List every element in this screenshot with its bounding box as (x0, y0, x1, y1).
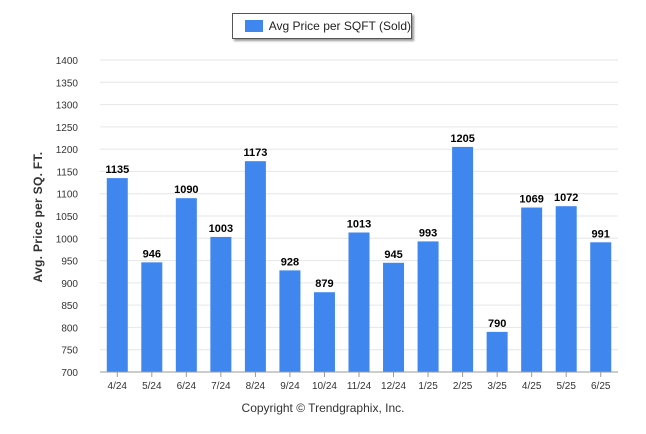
value-label: 1003 (209, 223, 233, 235)
bar (383, 262, 405, 372)
x-tick-label: 5/25 (556, 381, 576, 392)
y-tick-label: 800 (61, 323, 78, 334)
bar (590, 242, 612, 372)
copyright-footer: Copyright © Trendgraphix, Inc. (241, 401, 405, 415)
y-tick-label: 1000 (56, 234, 79, 245)
bar (521, 207, 543, 372)
x-tick-label: 3/25 (487, 381, 507, 392)
bar (417, 241, 439, 372)
y-tick-label: 1350 (56, 78, 79, 89)
y-tick-label: 1200 (56, 145, 79, 156)
value-label: 1013 (347, 218, 371, 230)
x-tick-label: 7/24 (211, 381, 231, 392)
bar (313, 292, 335, 372)
y-axis-ticks: 700 750 800 850 900 950 1000 1050 1100 1150 1200 12… (56, 56, 79, 379)
y-tick-label: 700 (61, 368, 78, 379)
value-label: 1173 (243, 147, 267, 159)
value-label: 879 (315, 278, 333, 290)
y-tick-label: 750 (61, 346, 78, 357)
x-tick-label: 6/24 (177, 381, 197, 392)
x-tick-label: 2/25 (453, 381, 473, 392)
value-label: 1072 (554, 192, 578, 204)
value-labels: 1135 946 1090 1003 1173 928 879 1013 945 993 1205 7… (105, 133, 610, 330)
bar (141, 262, 163, 372)
y-tick-label: 850 (61, 301, 78, 312)
value-label: 1090 (174, 184, 198, 196)
y-tick-label: 1100 (56, 190, 78, 201)
x-tick-label: 8/24 (246, 381, 266, 392)
legend: Avg Price per SQFT (Sold) (232, 13, 412, 39)
x-tick-label: 4/25 (522, 381, 542, 392)
value-label: 1069 (519, 194, 543, 206)
value-label: 991 (592, 228, 610, 240)
value-label: 1135 (105, 164, 129, 176)
bar (452, 146, 474, 372)
bars (106, 146, 612, 372)
value-label: 790 (488, 318, 506, 330)
x-tick-label: 4/24 (108, 381, 128, 392)
value-label: 993 (419, 227, 437, 239)
bar (348, 232, 370, 372)
value-label: 1205 (450, 133, 474, 145)
bar (106, 178, 128, 372)
y-tick-label: 1150 (56, 167, 78, 178)
y-tick-label: 1250 (56, 123, 79, 134)
x-tick-label: 1/25 (418, 381, 438, 392)
x-tick-label: 5/24 (142, 381, 162, 392)
legend-label: Avg Price per SQFT (Sold) (268, 19, 411, 33)
y-tick-label: 1300 (56, 101, 79, 112)
x-tick-label: 12/24 (381, 381, 406, 392)
bar (279, 270, 301, 372)
x-tick-label: 10/24 (312, 381, 337, 392)
bar (555, 206, 577, 372)
value-label: 928 (281, 256, 299, 268)
x-tick-label: 9/24 (280, 381, 300, 392)
value-label: 945 (384, 249, 402, 261)
x-tick-label: 6/25 (591, 381, 611, 392)
y-tick-label: 1050 (56, 212, 79, 223)
legend-swatch (245, 20, 263, 32)
y-tick-label: 1400 (56, 56, 79, 67)
y-tick-label: 900 (61, 279, 78, 290)
value-label: 946 (143, 248, 161, 260)
x-axis-ticks: 4/24 5/24 6/24 7/24 8/24 9/24 10/24 11/24 12/24 1… (108, 372, 611, 392)
bar (486, 331, 508, 372)
bar (244, 161, 266, 372)
x-tick-label: 11/24 (347, 381, 372, 392)
bar (175, 198, 197, 372)
bar (210, 236, 232, 372)
y-tick-label: 950 (61, 257, 78, 268)
